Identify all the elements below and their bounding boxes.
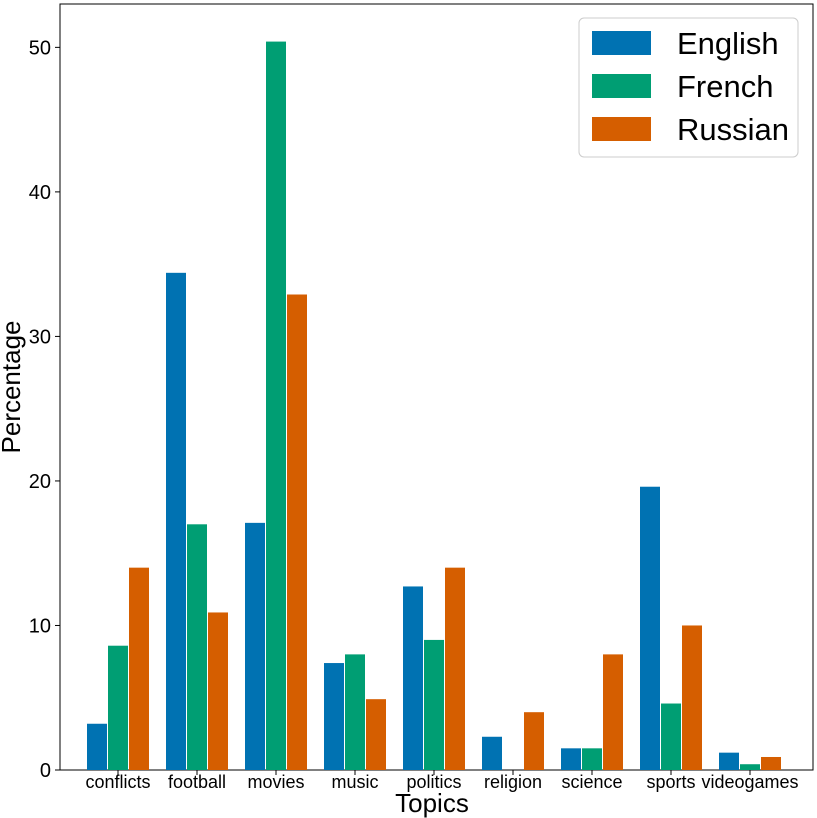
x-tick-label-politics: politics — [406, 772, 461, 792]
legend-label-french: French — [677, 69, 773, 104]
bar-russian-movies — [287, 294, 307, 770]
legend-swatch-english — [592, 31, 651, 55]
bar-english-conflicts — [87, 723, 107, 770]
y-axis: 0 10 20 30 40 50 — [29, 37, 60, 782]
bar-russian-science — [603, 654, 623, 770]
x-tick-label-conflicts: conflicts — [85, 772, 150, 792]
bar-russian-conflicts — [129, 567, 149, 770]
legend-label-russian: Russian — [677, 112, 789, 147]
bar-french-movies — [266, 41, 286, 770]
bar-french-music — [345, 654, 365, 770]
bar-russian-football — [208, 612, 228, 770]
bar-russian-religion — [524, 712, 544, 770]
legend-swatch-french — [592, 74, 651, 98]
x-tick-label-movies: movies — [247, 772, 304, 792]
bar-french-politics — [424, 639, 444, 770]
legend-label-english: English — [677, 26, 779, 61]
y-axis-title: Percentage — [0, 321, 26, 454]
y-tick-label: 10 — [29, 615, 51, 637]
bar-french-football — [187, 524, 207, 770]
bar-french-videogames — [740, 764, 760, 770]
bar-french-conflicts — [108, 645, 128, 770]
bar-english-movies — [245, 522, 265, 770]
x-axis: conflicts football movies music politics reli… — [85, 770, 799, 792]
x-tick-label-sports: sports — [646, 772, 695, 792]
x-axis-title: Topics — [395, 788, 469, 818]
bar-english-football — [166, 272, 186, 770]
bars-layer — [87, 41, 781, 770]
bar-english-videogames — [719, 752, 739, 770]
bar-english-science — [561, 748, 581, 770]
legend-swatch-russian — [592, 117, 651, 141]
x-tick-label-science: science — [561, 772, 622, 792]
x-tick-label-videogames: videogames — [701, 772, 798, 792]
bar-russian-videogames — [761, 756, 781, 770]
y-tick-label: 40 — [29, 182, 51, 204]
y-tick-label: 0 — [40, 760, 51, 782]
bar-french-science — [582, 748, 602, 770]
bar-english-music — [324, 663, 344, 770]
x-tick-label-religion: religion — [484, 772, 542, 792]
bar-english-religion — [482, 736, 502, 770]
y-tick-label: 50 — [29, 37, 51, 59]
y-tick-label: 20 — [29, 471, 51, 493]
x-tick-label-music: music — [331, 772, 378, 792]
bar-russian-music — [366, 699, 386, 770]
bar-russian-politics — [445, 567, 465, 770]
y-tick-label: 30 — [29, 326, 51, 348]
bar-french-sports — [661, 703, 681, 770]
x-tick-label-football: football — [168, 772, 226, 792]
bar-english-sports — [640, 486, 660, 770]
bar-english-politics — [403, 586, 423, 770]
legend: English French Russian — [578, 17, 799, 158]
bar-russian-sports — [682, 625, 702, 770]
